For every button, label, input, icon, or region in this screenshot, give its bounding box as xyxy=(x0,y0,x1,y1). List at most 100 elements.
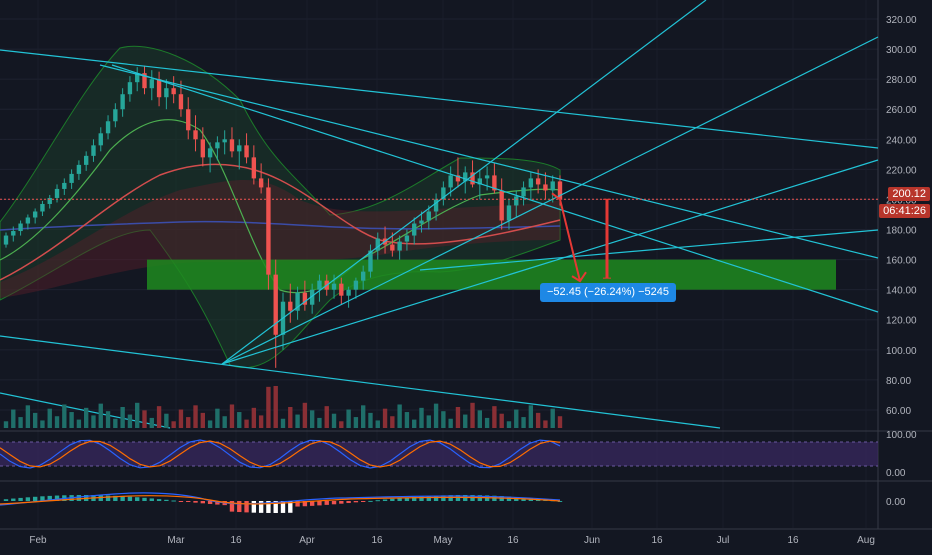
candle-body xyxy=(266,187,271,275)
macd-histogram-bar xyxy=(135,497,140,501)
volume-bar xyxy=(251,407,257,428)
price-tick-label: 100.00 xyxy=(886,346,917,357)
volume-bar xyxy=(258,415,264,428)
volume-bar xyxy=(353,417,359,428)
candle-body xyxy=(91,145,96,156)
price-tick-label: 120.00 xyxy=(886,316,917,327)
volume-bar xyxy=(135,402,140,428)
volume-bar xyxy=(120,407,125,428)
time-tick-label: May xyxy=(434,535,453,546)
candle-body xyxy=(164,88,169,98)
volume-bar xyxy=(200,412,206,428)
volume-bar xyxy=(47,408,52,428)
volume-bar xyxy=(171,421,176,428)
volume-bar xyxy=(280,418,286,428)
candle-body xyxy=(222,139,227,143)
volume-bar xyxy=(535,412,541,428)
candle-body xyxy=(426,211,431,221)
macd-histogram-bar xyxy=(3,499,9,501)
volume-bar xyxy=(266,386,271,428)
trend-line xyxy=(221,0,707,365)
macd-histogram-bar xyxy=(32,496,38,501)
trend-line xyxy=(221,36,879,365)
macd-histogram-bar xyxy=(273,501,278,513)
volume-bar xyxy=(244,419,249,428)
volume-bar xyxy=(11,409,16,428)
volume-bar xyxy=(127,414,133,428)
macd-histogram-bar xyxy=(280,501,286,513)
candle-body xyxy=(557,181,563,200)
volume-bar xyxy=(470,402,475,428)
candle-body xyxy=(171,88,176,95)
candle-body xyxy=(543,184,548,191)
time-tick-label: Jun xyxy=(584,535,600,546)
macd-histogram-bar xyxy=(346,501,351,504)
macd-histogram-bar xyxy=(149,498,154,501)
candle-body xyxy=(353,280,359,290)
time-tick-label: Mar xyxy=(167,535,185,546)
macd-histogram-bar xyxy=(353,501,359,503)
macd-histogram-bar xyxy=(47,495,52,501)
candle-body xyxy=(186,109,191,131)
candle-body xyxy=(11,231,16,236)
candle-body xyxy=(207,148,213,158)
volume-bar xyxy=(273,386,278,428)
trend-line xyxy=(0,49,879,149)
volume-bar xyxy=(98,403,103,428)
candle-body xyxy=(251,157,257,179)
macd-histogram-bar xyxy=(164,499,169,501)
stoch-rsi-band xyxy=(0,442,878,466)
volume-bar xyxy=(397,404,402,428)
price-tick-label: 160.00 xyxy=(886,256,917,267)
volume-bar xyxy=(215,408,220,428)
volume-bar xyxy=(499,413,504,428)
time-tick-label: Apr xyxy=(299,535,315,546)
candle-body xyxy=(18,223,23,232)
macd-histogram-bar xyxy=(229,501,235,512)
time-tick-label: Feb xyxy=(29,535,47,546)
last-price-tag: 200.12 xyxy=(888,187,930,201)
volume-bar xyxy=(76,419,82,428)
candle-body xyxy=(127,82,133,95)
candle-body xyxy=(331,283,337,290)
macd-histogram-bar xyxy=(127,496,133,501)
volume-bar xyxy=(142,410,147,428)
volume-bar xyxy=(222,416,227,428)
volume-bar xyxy=(164,413,169,428)
candle-body xyxy=(258,178,264,188)
candle-body xyxy=(433,199,439,212)
volume-bar xyxy=(375,420,380,428)
volume-bar xyxy=(360,405,366,428)
macd-histogram-bar xyxy=(426,496,431,501)
time-tick-label: 16 xyxy=(651,535,663,546)
macd-histogram-bar xyxy=(156,499,162,501)
macd-histogram-bar xyxy=(317,501,322,506)
volume-bar xyxy=(339,421,344,428)
trend-line xyxy=(111,64,879,313)
candle-body xyxy=(470,172,475,185)
trend-line xyxy=(0,335,721,429)
candle-body xyxy=(3,235,9,245)
candle-body xyxy=(550,181,555,191)
volume-bar xyxy=(113,418,118,428)
candle-body xyxy=(309,289,315,305)
volume-bar xyxy=(91,415,96,428)
volume-bar xyxy=(514,409,519,428)
volume-bar xyxy=(331,413,337,428)
volume-bar xyxy=(484,417,490,428)
macd-histogram-bar xyxy=(251,501,257,513)
candle-body xyxy=(448,175,453,188)
macd-histogram-bar xyxy=(382,499,388,501)
candle-body xyxy=(113,109,118,122)
price-tick-label: 240.00 xyxy=(886,135,917,146)
macd-histogram-bar xyxy=(455,495,461,501)
time-tick-label: Jul xyxy=(717,535,730,546)
macd-histogram-bar xyxy=(324,501,329,505)
macd-histogram-bar xyxy=(309,501,315,506)
volume-bar xyxy=(368,412,373,428)
volume-bar xyxy=(83,407,89,428)
candle-body xyxy=(69,173,74,183)
volume-bar xyxy=(3,421,9,428)
